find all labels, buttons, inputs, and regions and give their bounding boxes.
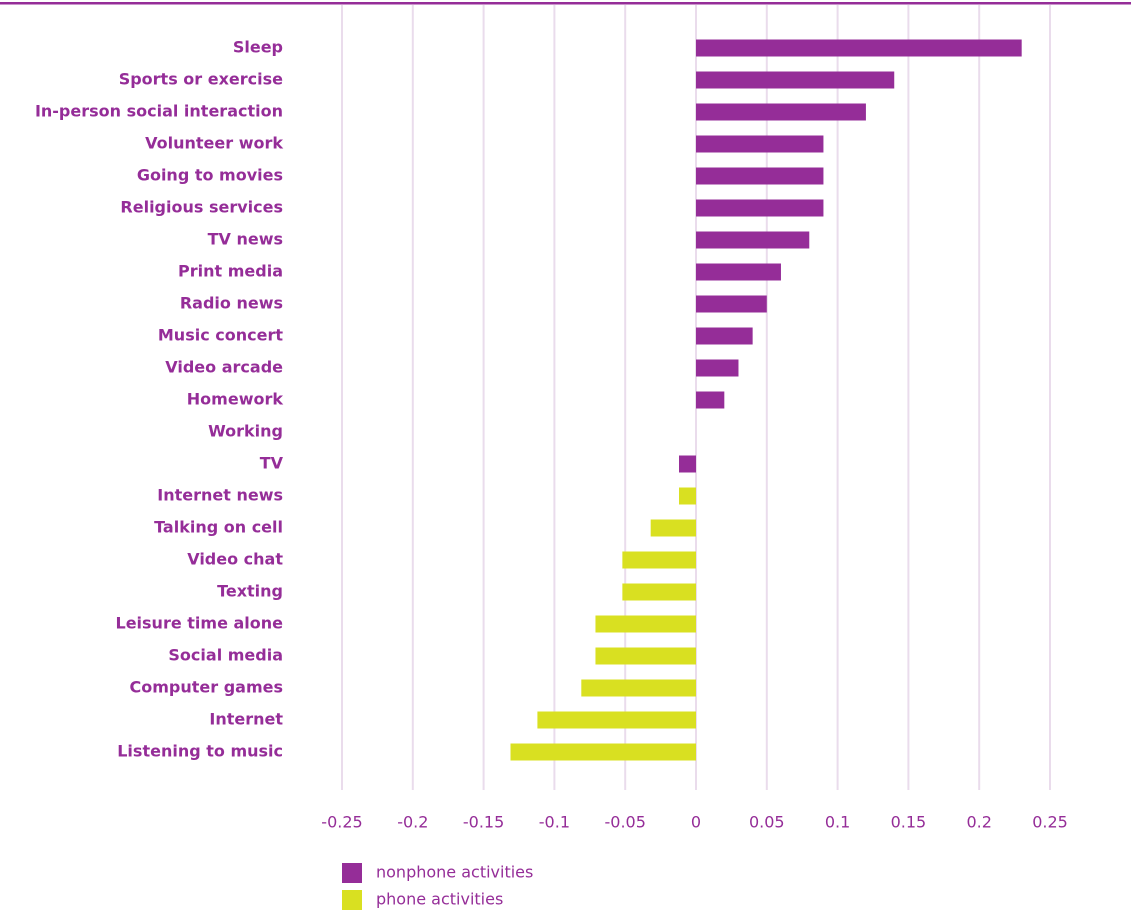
category-label: In-person social interaction: [35, 102, 283, 121]
bar: [696, 263, 781, 281]
x-tick-label: 0.05: [749, 813, 785, 832]
category-label: Computer games: [129, 678, 283, 697]
bar: [595, 647, 696, 665]
bar: [622, 551, 696, 569]
bar: [696, 103, 866, 121]
category-label: Texting: [217, 582, 283, 601]
top-rule: [0, 2, 1131, 5]
legend-swatch: [342, 890, 362, 910]
x-tick-label: 0: [691, 813, 701, 832]
category-label: Sports or exercise: [119, 70, 283, 89]
bar: [510, 743, 696, 761]
legend-label: nonphone activities: [376, 863, 533, 882]
category-label: Going to movies: [137, 166, 283, 185]
bar: [696, 167, 824, 185]
category-label: TV news: [208, 230, 283, 249]
bar: [696, 327, 753, 345]
bar: [696, 295, 767, 313]
bar: [696, 39, 1022, 57]
category-label: Video chat: [187, 550, 283, 569]
category-label: Video arcade: [165, 358, 283, 377]
x-tick-label: -0.15: [463, 813, 504, 832]
legend-swatch: [342, 863, 362, 883]
x-tick-label: -0.25: [321, 813, 362, 832]
bar: [537, 711, 696, 729]
x-tick-label: 0.1: [825, 813, 850, 832]
category-label: Internet: [209, 710, 283, 729]
category-label: Social media: [168, 646, 283, 665]
x-tick-label: 0.25: [1032, 813, 1068, 832]
x-tick-label: -0.2: [397, 813, 428, 832]
legend-label: phone activities: [376, 890, 503, 909]
category-label: Sleep: [233, 38, 283, 57]
category-label: Volunteer work: [145, 134, 283, 153]
bar: [679, 455, 696, 473]
category-label: Working: [208, 422, 283, 441]
category-label: Religious services: [120, 198, 283, 217]
bar: [595, 615, 696, 633]
bar: [581, 679, 696, 697]
bar: [696, 71, 895, 89]
category-label: Internet news: [157, 486, 283, 505]
x-tick-label: 0.2: [966, 813, 991, 832]
bar: [696, 391, 725, 409]
bar: [696, 359, 739, 377]
bar: [622, 583, 696, 601]
category-label: Talking on cell: [154, 518, 283, 537]
category-label: TV: [260, 454, 284, 473]
x-tick-label: -0.1: [539, 813, 570, 832]
category-label: Leisure time alone: [116, 614, 284, 633]
bar: [696, 231, 810, 249]
category-label: Music concert: [158, 326, 283, 345]
category-label: Radio news: [180, 294, 283, 313]
bar: [679, 487, 696, 505]
bar: [696, 135, 824, 153]
x-tick-label: -0.05: [604, 813, 645, 832]
category-label: Print media: [178, 262, 283, 281]
bar: [650, 519, 696, 537]
category-label: Homework: [187, 390, 284, 409]
bar: [696, 199, 824, 217]
x-tick-label: 0.15: [891, 813, 927, 832]
category-label: Listening to music: [117, 742, 283, 761]
